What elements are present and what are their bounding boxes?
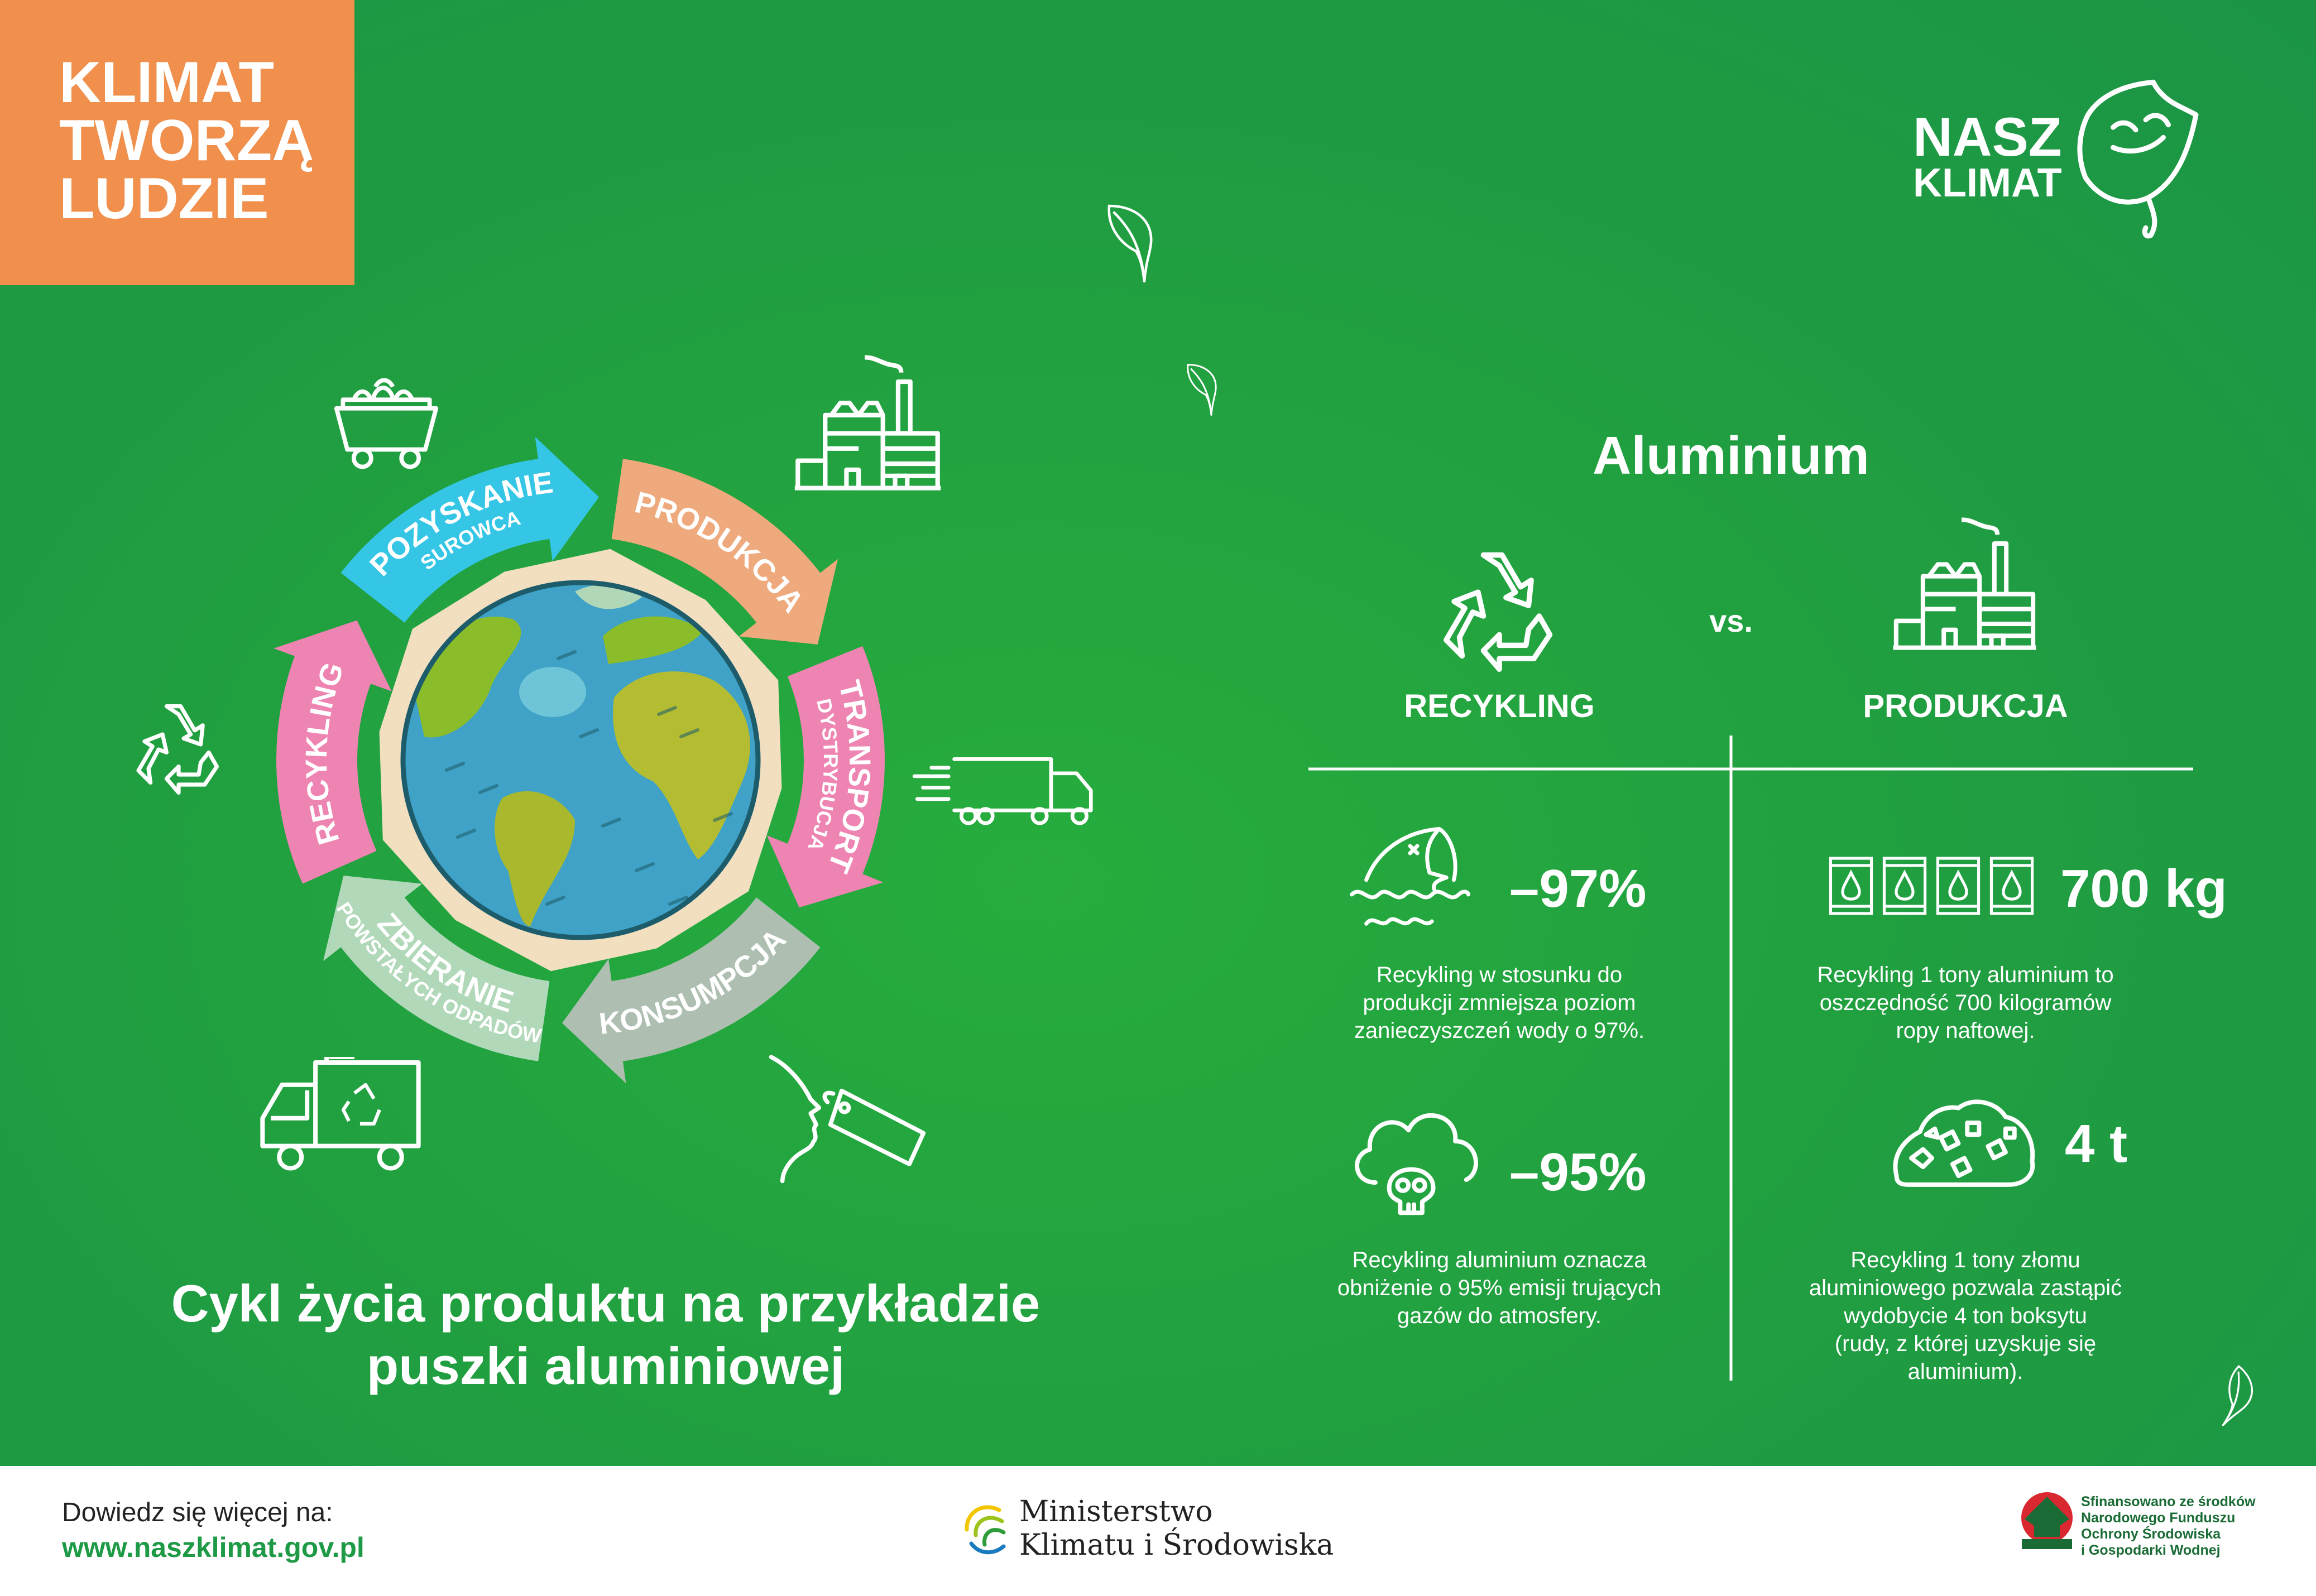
stat-value: 4 t [2065, 1114, 2128, 1174]
cycle-arrow-transport [766, 646, 885, 908]
stat-value: –97% [1509, 859, 1647, 919]
stat-description: Recykling aluminium oznacza obniżenie o 9… [1337, 1248, 1662, 1328]
cloud-skull-icon [1357, 1116, 1476, 1213]
delivery-truck-icon [914, 759, 1091, 823]
leaf-icon [2202, 1365, 2264, 1430]
leaf-icon [1188, 365, 1216, 415]
leaf-icon [1109, 206, 1151, 281]
factory-icon [795, 357, 941, 488]
recycle-icon [138, 706, 217, 793]
ministry-name: Ministerstwo Klimatu i Środowiska [1019, 1495, 1334, 1562]
website-link[interactable]: www.naszklimat.gov.pl [62, 1532, 365, 1563]
mine-cart-icon [337, 380, 436, 467]
cycle-arrow-konsumpcja [562, 897, 821, 1084]
logo-klimat: KLIMAT [1913, 161, 2062, 205]
fish-water-icon [1351, 829, 1468, 924]
logo-nasz: NASZ [1913, 106, 2062, 167]
globe-icon [400, 580, 761, 940]
cycle-arrow-pozyskanie [341, 436, 599, 623]
nfosigw-logo-icon [2021, 1492, 2073, 1549]
stat-value: 700 kg [2060, 859, 2227, 919]
campaign-title: KLIMAT TWORZĄ LUDZIE [59, 54, 314, 228]
comparison-title: Aluminium [1593, 426, 1869, 485]
footer: Dowiedz się więcej na: www.naszklimat.go… [0, 1466, 2316, 1596]
recycle-icon [1446, 555, 1550, 670]
ore-pile-icon [1895, 1102, 2032, 1185]
stat-description: Recykling 1 tony aluminium to oszczędność… [1817, 963, 2114, 1043]
vs-label: vs. [1709, 603, 1753, 638]
cycle-title: Cykl życia produktu na przykładzie puszki… [171, 1274, 1040, 1395]
nasz-klimat-logo-icon [2080, 82, 2196, 236]
campaign-title-line: KLIMAT [59, 50, 275, 115]
fund-credit: Sfinansowano ze środków Narodowego Fundus… [2081, 1494, 2256, 1558]
consumer-face-tag-icon [771, 1057, 923, 1181]
learn-more-label: Dowiedz się więcej na: [62, 1498, 333, 1527]
recycling-label: RECYKLING [1404, 688, 1595, 724]
factory-icon [1893, 520, 2036, 647]
cycle-arrow-zbieranie [323, 876, 550, 1061]
campaign-title-line: LUDZIE [59, 166, 269, 231]
ministry-logo-icon [965, 1505, 1006, 1555]
oil-barrels-icon [1830, 858, 2032, 914]
cycle-arrow-recykling [274, 620, 392, 884]
garbage-truck-icon [262, 1057, 418, 1169]
stat-description: Recykling w stosunku do produkcji zmniejs… [1354, 963, 1645, 1043]
campaign-title-line: TWORZĄ [59, 108, 314, 173]
stat-value: –95% [1509, 1142, 1647, 1202]
stat-description: Recykling 1 tony złomu aluminiowego pozwa… [1809, 1248, 2122, 1384]
campaign-badge [0, 0, 354, 285]
cycle-arrow-produkcja [611, 459, 838, 645]
production-label: PRODUKCJA [1863, 688, 2068, 724]
